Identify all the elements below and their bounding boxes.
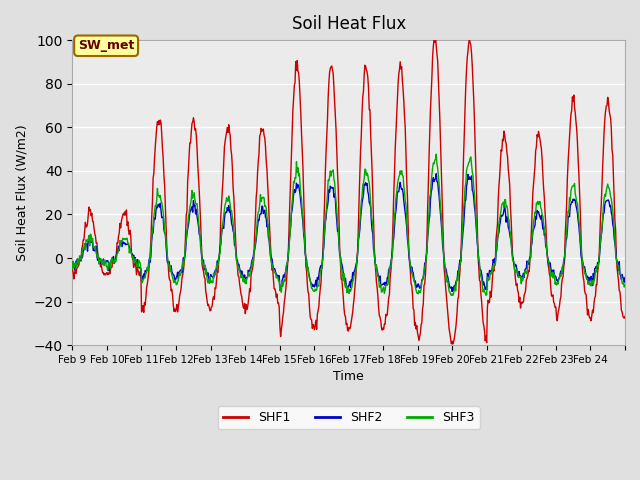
Y-axis label: Soil Heat Flux (W/m2): Soil Heat Flux (W/m2)	[15, 124, 28, 261]
X-axis label: Time: Time	[333, 371, 364, 384]
Text: SW_met: SW_met	[78, 39, 134, 52]
Title: Soil Heat Flux: Soil Heat Flux	[292, 15, 406, 33]
Legend: SHF1, SHF2, SHF3: SHF1, SHF2, SHF3	[218, 407, 480, 430]
